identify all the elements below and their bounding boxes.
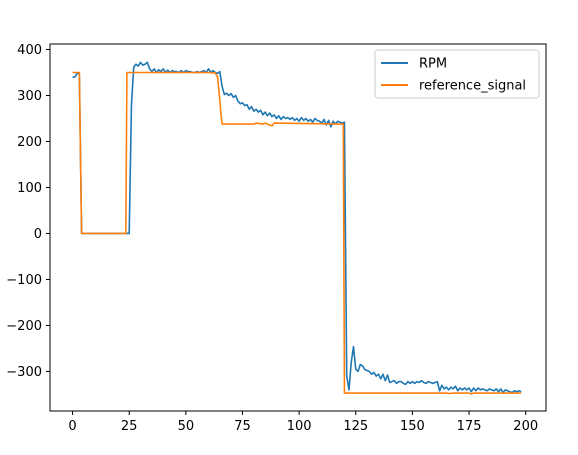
x-tick-label: 125 (343, 419, 368, 434)
x-tick-label: 75 (234, 419, 251, 434)
y-tick-label: −100 (6, 273, 42, 288)
y-tick-label: 0 (34, 227, 42, 242)
x-tick-label: 150 (400, 419, 425, 434)
series-line-rpm (72, 61, 522, 394)
y-tick-label: 400 (17, 43, 42, 58)
x-axis: 0 25 50 75 100 125 150 175 200 (68, 411, 538, 434)
x-tick-label: 100 (287, 419, 312, 434)
y-tick-label: 100 (17, 181, 42, 196)
x-tick-label: 175 (457, 419, 482, 434)
y-tick-label: 300 (17, 89, 42, 104)
y-tick-label: −300 (6, 365, 42, 380)
plot-frame (49, 43, 547, 412)
x-tick-label: 200 (513, 419, 538, 434)
x-tick-label: 50 (178, 419, 195, 434)
y-tick-label: 200 (17, 135, 42, 150)
x-tick-label: 25 (121, 419, 138, 434)
legend: RPM reference_signal (374, 49, 540, 99)
legend-box (374, 49, 540, 99)
series-layer (72, 61, 522, 395)
y-axis: −300 −200 −100 0 100 200 300 400 (6, 43, 50, 380)
x-tick-label: 0 (68, 419, 76, 434)
legend-label-rpm: RPM (419, 57, 447, 72)
series-line-reference-signal (72, 71, 522, 395)
y-tick-label: −200 (6, 319, 42, 334)
legend-label-reference-signal: reference_signal (419, 79, 526, 94)
